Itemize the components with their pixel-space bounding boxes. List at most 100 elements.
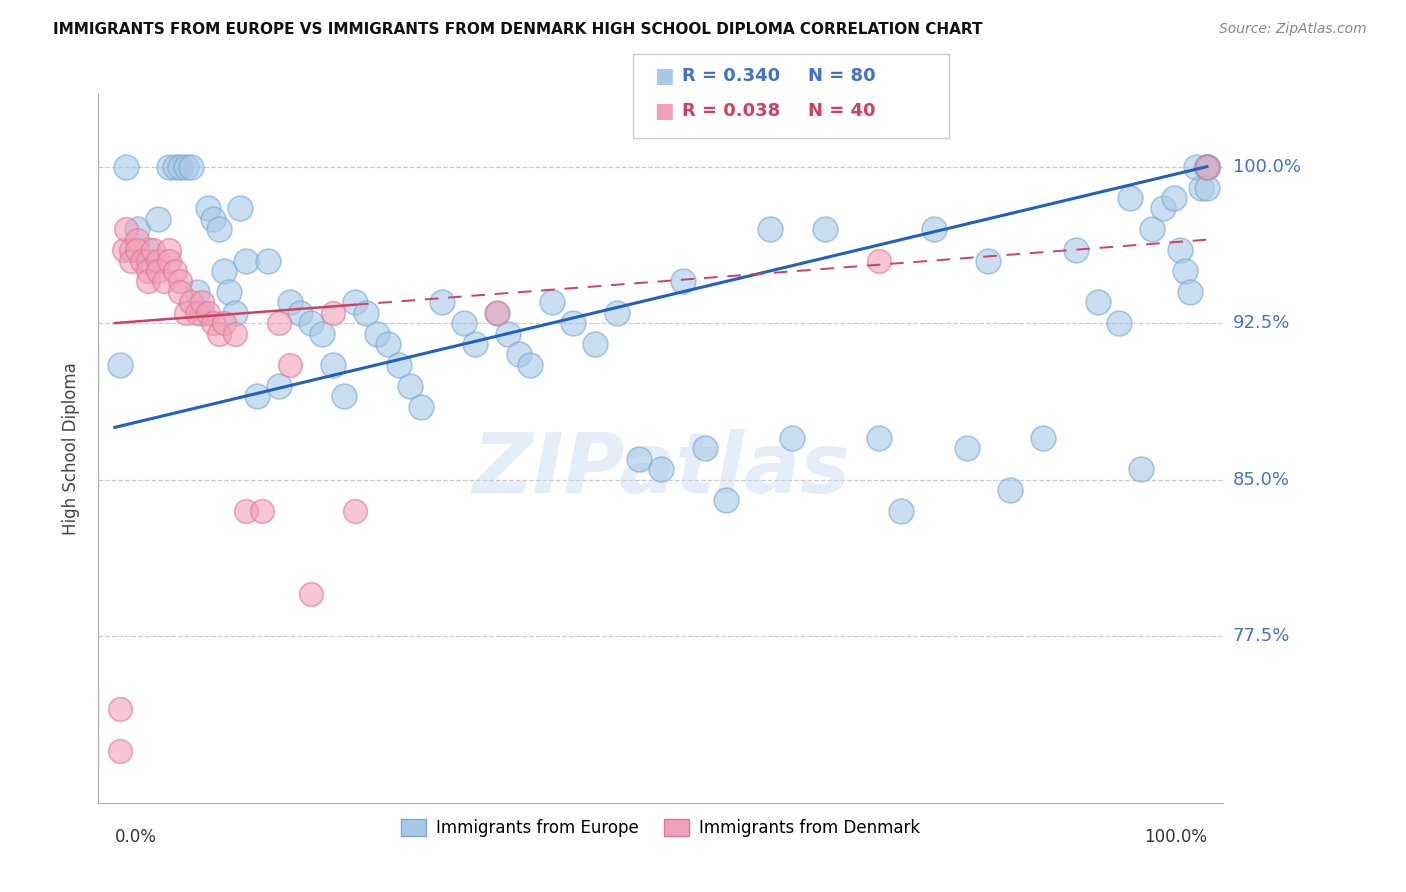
Text: R = 0.340: R = 0.340 [682,67,780,85]
Point [125,222,148,236]
Point [672,274,695,288]
Point [1195,160,1218,174]
Point [207,326,229,341]
Point [1163,191,1185,205]
Point [186,285,208,299]
Point [252,504,274,518]
Point [299,587,322,601]
Point [311,326,333,341]
Point [377,337,399,351]
Point [464,337,486,351]
Point [1108,316,1130,330]
Text: 100.0%: 100.0% [1233,158,1301,176]
Point [136,264,159,278]
Point [197,202,219,216]
Point [157,243,180,257]
Point [202,211,225,226]
Point [583,337,606,351]
Point [120,243,142,257]
Point [398,378,420,392]
Point [174,306,197,320]
Point [212,264,235,278]
Point [169,274,191,288]
Point [235,504,257,518]
Point [519,358,541,372]
Point [1000,483,1022,497]
Point [1180,285,1202,299]
Point [1195,160,1218,174]
Point [191,306,214,320]
Point [1064,243,1087,257]
Point [1195,180,1218,194]
Point [207,222,229,236]
Point [114,222,136,236]
Point [562,316,585,330]
Point [290,306,312,320]
Point [922,222,945,236]
Point [153,274,176,288]
Point [1195,160,1218,174]
Point [508,347,530,361]
Point [890,504,912,518]
Point [180,160,202,174]
Y-axis label: High School Diploma: High School Diploma [62,362,80,534]
Point [496,326,519,341]
Point [125,233,148,247]
Point [157,253,180,268]
Point [1119,191,1142,205]
Point [1168,243,1191,257]
Point [235,253,257,268]
Point [606,306,628,320]
Point [186,306,208,320]
Point [814,222,837,236]
Point [202,316,225,330]
Point [540,295,562,310]
Point [453,316,475,330]
Point [136,253,159,268]
Point [218,285,240,299]
Point [197,306,219,320]
Point [267,378,290,392]
Point [977,253,1000,268]
Point [759,222,782,236]
Point [780,431,803,445]
Point [148,211,170,226]
Point [716,493,738,508]
Point [110,702,132,716]
Point [409,400,432,414]
Text: 92.5%: 92.5% [1233,314,1291,332]
Point [267,316,290,330]
Point [131,253,153,268]
Point [955,441,977,455]
Point [112,243,135,257]
Point [322,306,344,320]
Point [278,295,301,310]
Text: ZIPatlas: ZIPatlas [472,429,849,510]
Point [1189,180,1212,194]
Point [344,295,367,310]
Point [120,253,142,268]
Point [1032,431,1054,445]
Point [868,253,890,268]
Point [246,389,269,403]
Point [157,160,180,174]
Point [163,160,186,174]
Point [110,358,132,372]
Point [169,160,191,174]
Text: IMMIGRANTS FROM EUROPE VS IMMIGRANTS FROM DENMARK HIGH SCHOOL DIPLOMA CORRELATIO: IMMIGRANTS FROM EUROPE VS IMMIGRANTS FRO… [53,22,983,37]
Point [333,389,356,403]
Text: 0.0%: 0.0% [115,828,156,846]
Point [142,243,165,257]
Text: R = 0.038: R = 0.038 [682,103,780,120]
Point [136,274,159,288]
Point [627,451,650,466]
Point [354,306,377,320]
Point [322,358,344,372]
Point [1195,160,1218,174]
Point [485,306,508,320]
Point [180,295,202,310]
Text: 85.0%: 85.0% [1233,470,1289,489]
Point [148,264,170,278]
Point [868,431,890,445]
Point [110,744,132,758]
